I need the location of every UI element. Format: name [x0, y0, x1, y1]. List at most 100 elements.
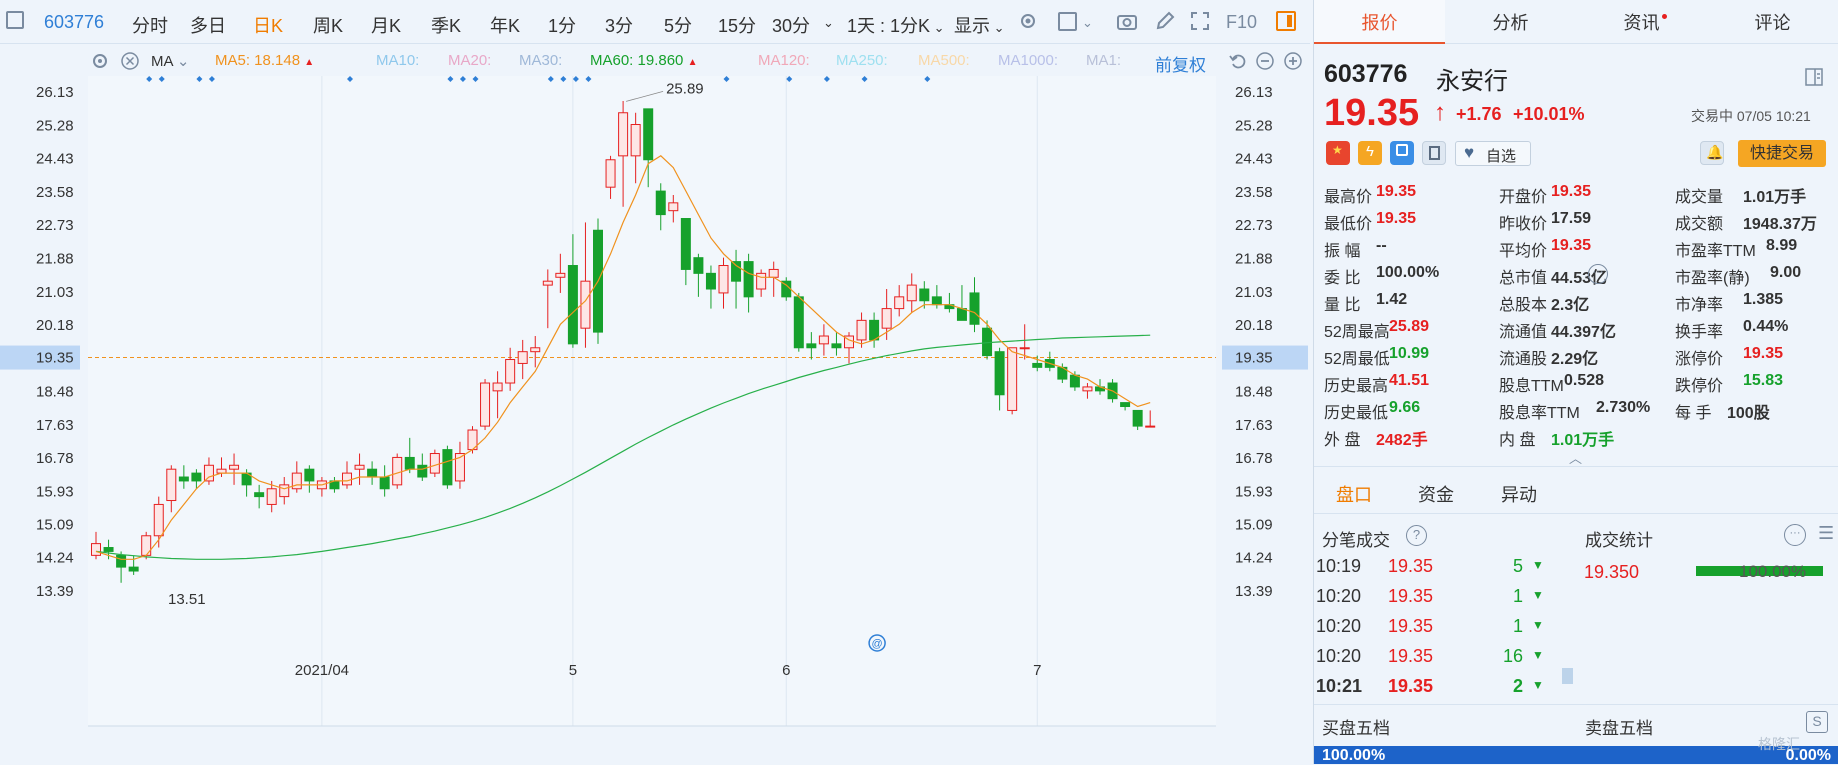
y-tick-label: 14.24	[1235, 550, 1273, 567]
period-item[interactable]: 1分	[548, 16, 577, 36]
camera-icon[interactable]	[1116, 10, 1138, 32]
candle-body	[505, 359, 516, 384]
candle-body	[454, 453, 465, 482]
y-tick-label: 16.78	[1235, 450, 1273, 467]
event-at-icon-glyph: @	[872, 638, 883, 650]
display-label: 显示	[954, 16, 990, 36]
candle-body	[153, 503, 164, 537]
tick-price: 19.35	[1388, 616, 1434, 636]
zoom-in-icon[interactable]	[1283, 51, 1303, 71]
subtab-moves[interactable]: 异动	[1501, 485, 1537, 505]
ma20-value: MA20:	[448, 52, 492, 69]
field-label: 振 幅	[1324, 243, 1361, 260]
candle-body	[555, 272, 566, 278]
zoom-out-icon[interactable]	[1255, 51, 1275, 71]
more-icon[interactable]: ···	[1784, 524, 1806, 546]
undo-icon[interactable]	[1228, 51, 1248, 71]
candle-body	[956, 308, 967, 321]
candle-body	[793, 296, 804, 349]
field-value: 19.35	[1551, 183, 1592, 200]
period-item[interactable]: 周K	[313, 16, 344, 36]
flag-icon[interactable]: ★	[1326, 141, 1350, 165]
notes-icon[interactable]	[1422, 141, 1446, 165]
subtab-funds[interactable]: 资金	[1418, 485, 1454, 505]
event-marker-icon	[861, 76, 868, 82]
gear-icon[interactable]	[1017, 10, 1039, 32]
scrollbar[interactable]	[1562, 668, 1573, 684]
sell-arrow-icon: ▼	[1532, 618, 1544, 632]
event-marker-icon	[459, 76, 466, 82]
ma5-label: MA5: 18.148	[215, 52, 301, 69]
gear-icon[interactable]	[90, 51, 110, 71]
period-item[interactable]: 分时	[132, 16, 168, 36]
field-label: 历史最高	[1324, 378, 1389, 395]
more-icon[interactable]: ···	[1588, 264, 1608, 284]
chevron-down-icon: ⌄	[930, 20, 945, 35]
candle-body	[705, 272, 716, 290]
flash-icon[interactable]: ϟ	[1358, 141, 1382, 165]
candle-body	[982, 327, 993, 357]
event-marker-icon	[347, 76, 353, 82]
field-value: 19.35	[1743, 345, 1784, 362]
ma-select[interactable]: MA ⌄	[151, 52, 189, 70]
help-icon[interactable]: ?	[1406, 525, 1427, 546]
tab-quote[interactable]: 报价	[1314, 0, 1445, 44]
period-item[interactable]: 季K	[431, 16, 462, 36]
period-item[interactable]: 日K	[253, 16, 284, 36]
list-icon[interactable]: ☰	[1818, 523, 1835, 543]
chevron-down-icon[interactable]: ⌄	[1082, 15, 1093, 30]
candle-body	[1082, 386, 1093, 392]
field-label: 市盈率TTM	[1675, 243, 1756, 260]
chevron-down-icon: ⌄	[990, 20, 1005, 35]
field-value: 1948.37万	[1743, 216, 1817, 233]
period-item[interactable]: 多日	[190, 16, 226, 36]
tab-analysis[interactable]: 分析	[1492, 13, 1529, 33]
event-marker-icon	[560, 76, 567, 82]
subtabs: 盘口 资金 异动	[1314, 466, 1838, 514]
field-value: 1.01万手	[1743, 189, 1807, 206]
subtab-depth[interactable]: 盘口	[1336, 485, 1372, 505]
field-value: 2.730%	[1596, 399, 1651, 416]
tag-icon[interactable]	[1390, 141, 1414, 165]
square-icon[interactable]	[1058, 12, 1077, 31]
event-marker-icon	[146, 76, 153, 82]
close-icon[interactable]	[120, 51, 140, 71]
field-value: 2.29亿	[1551, 351, 1599, 368]
event-marker-icon	[158, 76, 165, 82]
quick-trade-button[interactable]: 快捷交易	[1738, 140, 1826, 167]
field-label: 流通股	[1499, 351, 1548, 368]
candle-body	[103, 547, 114, 552]
period-item[interactable]: 5分	[664, 16, 693, 36]
tab-comments[interactable]: 评论	[1754, 13, 1791, 33]
pencil-icon[interactable]	[1154, 10, 1176, 32]
settings-square-icon[interactable]: S	[1806, 711, 1828, 733]
event-at-icon	[868, 634, 886, 652]
tick-time: 10:20	[1316, 646, 1362, 666]
period-item[interactable]: 30分	[772, 16, 811, 36]
candle-body	[367, 468, 378, 478]
candle-body	[203, 464, 214, 482]
period-item[interactable]: 月K	[371, 16, 402, 36]
collapse-icon[interactable]: ︿	[1569, 451, 1583, 466]
candle-body	[279, 484, 290, 498]
fullscreen-icon[interactable]	[1189, 10, 1211, 32]
f10-button[interactable]: F10	[1226, 12, 1258, 32]
display-select[interactable]: 显示 ⌄	[954, 12, 1005, 38]
field-value: 0.44%	[1743, 318, 1789, 335]
period-select[interactable]: 1天 : 1分K ⌄	[847, 12, 945, 38]
bell-icon[interactable]: 🔔	[1700, 141, 1724, 165]
restore-rights-button[interactable]: 前复权	[1155, 56, 1206, 75]
layout-icon[interactable]	[1804, 67, 1824, 87]
candle-body	[906, 284, 917, 302]
period-item[interactable]: 15分	[718, 16, 757, 36]
panel-toggle-icon[interactable]	[1276, 11, 1296, 31]
candlestick-chart[interactable]: 26.13 26.13 25.28 25.28 24.43 24.43 23.58 23.58…	[0, 76, 1310, 764]
period-item[interactable]: 年K	[490, 16, 521, 36]
candle-body	[831, 343, 842, 349]
tab-news[interactable]: 资讯	[1576, 0, 1707, 44]
add-watchlist-button[interactable]: ♥ 自选	[1455, 141, 1531, 166]
sidebar-toggle-icon[interactable]	[6, 11, 24, 29]
chevron-down-icon[interactable]: ⌄	[823, 15, 834, 30]
ticks-title: 分笔成交	[1322, 531, 1390, 550]
period-item[interactable]: 3分	[605, 16, 634, 36]
